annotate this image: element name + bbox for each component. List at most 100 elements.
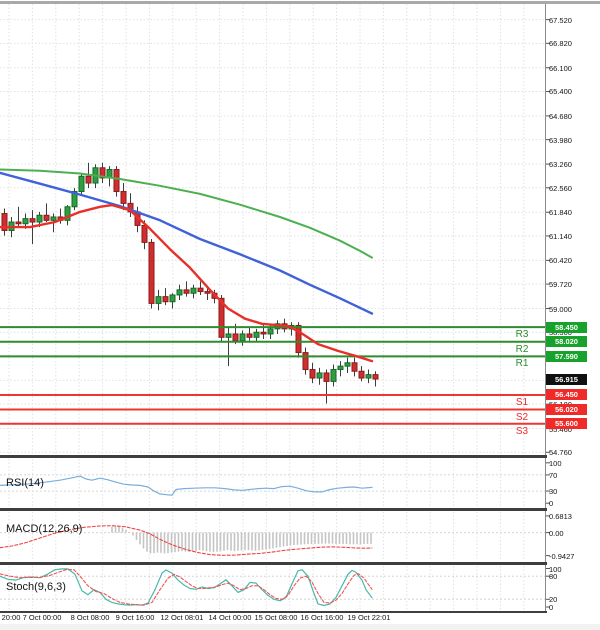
candle-body [267, 328, 274, 335]
candle-body [22, 218, 29, 225]
candle-body [29, 218, 36, 223]
price-axis-label: 54.760 [549, 448, 572, 458]
candle-body [85, 175, 92, 184]
candle-body [155, 296, 162, 304]
candle-body [246, 333, 253, 338]
candle-body [253, 331, 260, 338]
x-axis-label: 12 Oct 08:01 [160, 613, 204, 622]
macd-signal-line [0, 525, 373, 556]
price-axis-label: 61.840 [549, 208, 572, 218]
candle-body [183, 289, 190, 294]
candle-body [99, 167, 106, 179]
candle-body [232, 333, 239, 342]
candle-body [190, 287, 197, 294]
level-label-s1: S1 [515, 396, 529, 408]
macd-axis-label: 0.6813 [549, 511, 572, 521]
macd-axis-label: -0.9427 [549, 551, 575, 561]
panel-separator [0, 562, 547, 565]
x-axis-label: 8 Oct 08:00 [70, 613, 110, 622]
stoch-axis-label: 100 [549, 564, 562, 574]
rsi-axis-label: 100 [549, 458, 562, 468]
candle-body [71, 191, 78, 208]
stoch-axis-label: 80 [549, 572, 558, 582]
rsi-line [0, 475, 373, 496]
level-tag-s1: 56.450 [546, 389, 587, 401]
macd-indicator-label: MACD(12,26,9) [6, 523, 83, 535]
candle-body [1, 213, 8, 232]
window-top-border [0, 1, 600, 4]
x-axis-line [0, 611, 547, 613]
stoch-indicator-label: Stoch(9,6,3) [6, 581, 66, 593]
candle-body [197, 287, 204, 293]
x-axis-label: 15 Oct 08:00 [254, 613, 298, 622]
price-axis-label: 63.980 [549, 135, 572, 145]
ma-mid-blue [0, 171, 374, 315]
price-axis-label: 66.100 [549, 63, 572, 73]
candle-body [176, 289, 183, 296]
price-axis-label: 63.260 [549, 160, 572, 170]
rsi-axis-label: 0 [549, 499, 554, 509]
macd-axis-label: 0.00 [549, 528, 564, 538]
stoch-axis-label: 20 [549, 595, 558, 605]
x-axis-label: 16 Oct 16:00 [300, 613, 344, 622]
price-axis-label: 60.420 [549, 256, 572, 266]
candle-body [15, 221, 22, 225]
ma-fast-red [0, 203, 374, 363]
price-axis-label: 65.400 [549, 87, 572, 97]
level-tag-r1: 57.590 [546, 350, 587, 362]
ma-slow-green [0, 168, 373, 259]
price-axis-label: 64.680 [549, 111, 572, 121]
candle-body [309, 369, 316, 379]
level-label-r3: R3 [515, 329, 529, 341]
x-axis-label: 7 Oct 00:00 [22, 613, 62, 622]
candle-body [50, 216, 57, 221]
candle-body [113, 168, 120, 193]
candle-body [141, 224, 148, 243]
level-tag-r3: 58.450 [546, 321, 587, 333]
candle-body [218, 297, 225, 338]
price-axis-label: 62.560 [549, 183, 572, 193]
level-label-r2: R2 [515, 343, 529, 355]
x-axis-label: 9 Oct 16:00 [115, 613, 155, 622]
level-label-s3: S3 [515, 425, 529, 437]
candle-body [337, 365, 344, 371]
candle-body [225, 333, 232, 338]
stoch-d-line [0, 569, 373, 606]
level-label-r1: R1 [515, 358, 529, 370]
price-axis-label: 61.140 [549, 231, 572, 241]
level-tag-s2: 56.020 [546, 404, 587, 416]
candle-body [351, 362, 358, 372]
candle-body [204, 291, 211, 294]
price-axis-label: 58.300 [549, 328, 572, 338]
candle-body [162, 296, 169, 303]
panel-separator [0, 455, 547, 458]
candle-body [365, 374, 372, 379]
candle-body [239, 333, 246, 342]
x-axis-label: 14 Oct 00:00 [208, 613, 252, 622]
level-tag-s3: 55.600 [546, 418, 587, 430]
candle-body [302, 352, 309, 371]
price-axis-label: 59.720 [549, 280, 572, 290]
level-label-s2: S2 [515, 411, 529, 423]
candle-body [148, 241, 155, 304]
candle-body [323, 372, 330, 382]
candle-body [64, 206, 71, 221]
candle-body [330, 369, 337, 382]
rsi-indicator-label: RSI(14) [6, 477, 44, 489]
candle-body [78, 175, 85, 193]
candle-body [344, 362, 351, 367]
candle-body [120, 191, 127, 204]
price-axis-label: 67.520 [549, 15, 572, 25]
price-axis-label: 66.820 [549, 39, 572, 49]
x-axis-label: 20:00 [1, 613, 21, 622]
level-tag-r2: 58.020 [546, 336, 587, 348]
plot-right-border [545, 4, 546, 612]
candle-body [295, 324, 302, 354]
rsi-axis-label: 30 [549, 487, 558, 497]
current-price-tag: 56.915 [546, 373, 587, 385]
bottom-strip [0, 624, 600, 630]
price-axis-label: 59.000 [549, 304, 572, 314]
x-axis-label: 19 Oct 22:01 [347, 613, 391, 622]
candle-body [372, 374, 379, 380]
